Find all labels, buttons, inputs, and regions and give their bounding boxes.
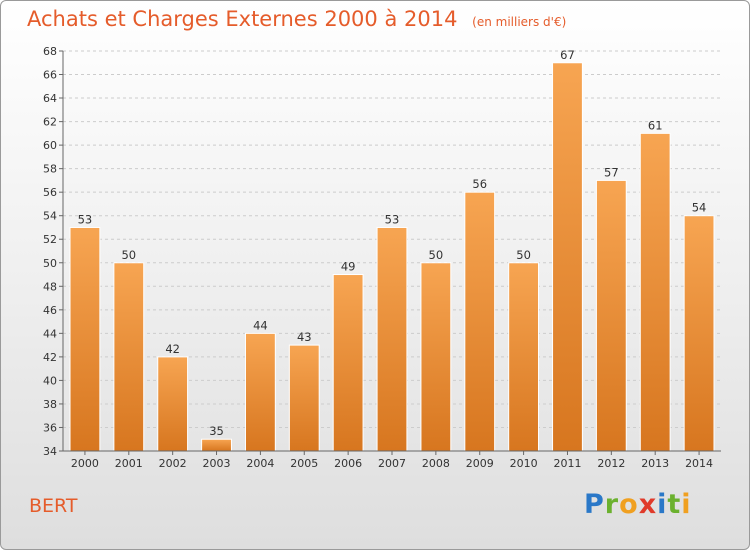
value-label: 56 — [472, 177, 487, 191]
logo-letter: r — [604, 489, 620, 520]
logo-letter: x — [638, 489, 658, 520]
x-tick-label: 2012 — [597, 457, 625, 470]
logo-letter: i — [681, 489, 692, 520]
y-tick-label: 46 — [43, 304, 57, 317]
bar — [639, 132, 671, 452]
x-tick-label: 2001 — [115, 457, 143, 470]
bar — [508, 262, 540, 452]
y-tick-label: 50 — [43, 257, 57, 270]
bar — [113, 262, 145, 452]
logo-letter: P — [584, 489, 605, 520]
chart-title: Achats et Charges Externes 2000 à 2014 (… — [27, 7, 566, 31]
bar — [69, 226, 101, 452]
value-label: 54 — [692, 201, 707, 215]
logo-letter: o — [619, 489, 639, 520]
x-tick-label: 2009 — [466, 457, 494, 470]
place-name: BERT — [29, 495, 78, 517]
value-label: 67 — [560, 48, 575, 62]
y-tick-label: 56 — [43, 186, 57, 199]
bar — [376, 226, 408, 452]
x-tick-label: 2003 — [203, 457, 231, 470]
value-label: 42 — [165, 342, 180, 356]
bar — [464, 191, 496, 452]
y-tick-label: 64 — [43, 92, 57, 105]
value-label: 44 — [253, 318, 268, 332]
bar — [595, 179, 627, 452]
y-tick-label: 68 — [43, 45, 57, 58]
x-tick-label: 2011 — [553, 457, 581, 470]
logo-letter: i — [657, 489, 668, 520]
value-label: 50 — [429, 248, 444, 262]
bar — [157, 356, 189, 452]
y-tick-label: 36 — [43, 421, 57, 434]
x-tick-label: 2010 — [510, 457, 538, 470]
y-tick-label: 60 — [43, 139, 57, 152]
value-label: 50 — [516, 248, 531, 262]
x-tick-label: 2005 — [290, 457, 318, 470]
bar — [683, 215, 715, 452]
value-label: 50 — [121, 248, 136, 262]
chart-title-text: Achats et Charges Externes 2000 à 2014 — [27, 7, 458, 31]
y-tick-label: 52 — [43, 233, 57, 246]
y-tick-label: 66 — [43, 69, 57, 82]
bars: 53 50 42 35 44 43 49 53 50 56 50 67 57 61 54 — [69, 48, 715, 452]
x-tick-label: 2007 — [378, 457, 406, 470]
y-tick-label: 38 — [43, 398, 57, 411]
value-label: 53 — [78, 212, 93, 226]
bar — [420, 262, 452, 452]
bar — [244, 332, 276, 452]
value-label: 53 — [385, 212, 400, 226]
y-tick-label: 42 — [43, 351, 57, 364]
x-tick-label: 2004 — [246, 457, 274, 470]
chart-subtitle: (en milliers d'€) — [472, 15, 567, 29]
value-label: 35 — [209, 424, 224, 438]
bar — [201, 438, 232, 452]
y-tick-label: 34 — [43, 445, 57, 458]
x-tick-label: 2014 — [685, 457, 713, 470]
y-tick-label: 58 — [43, 163, 57, 176]
bar — [332, 274, 364, 452]
y-tick-label: 44 — [43, 327, 57, 340]
axes: 34 36 38 40 42 44 46 48 50 52 54 56 58 60 62 64 66 68 2000… — [43, 45, 721, 470]
value-label: 43 — [297, 330, 312, 344]
x-tick-label: 2006 — [334, 457, 362, 470]
value-label: 61 — [648, 118, 663, 132]
x-tick-label: 2002 — [159, 457, 187, 470]
y-tick-label: 62 — [43, 116, 57, 129]
y-tick-label: 40 — [43, 374, 57, 387]
value-label: 49 — [341, 260, 356, 274]
bar — [552, 62, 583, 452]
y-tick-label: 54 — [43, 210, 57, 223]
logo-letter: t — [667, 489, 682, 520]
proxiti-logo: Proxiti — [584, 489, 692, 520]
y-tick-label: 48 — [43, 280, 57, 293]
bar — [288, 344, 320, 452]
x-tick-label: 2013 — [641, 457, 669, 470]
value-label: 57 — [604, 165, 619, 179]
x-tick-label: 2008 — [422, 457, 450, 470]
x-tick-label: 2000 — [71, 457, 99, 470]
